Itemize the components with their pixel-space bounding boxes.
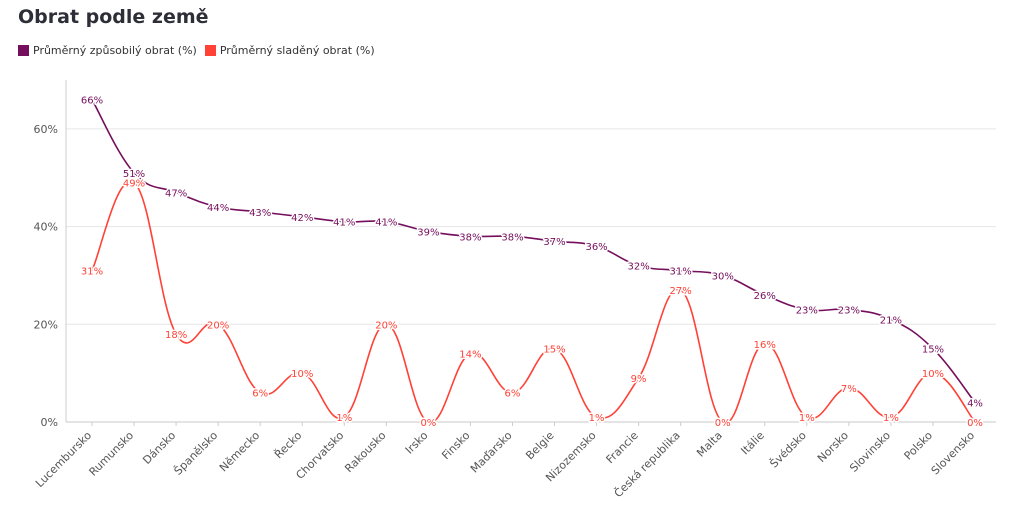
data-label: 15% [543, 345, 565, 356]
series-line-2 [91, 180, 976, 424]
data-label: 41% [333, 218, 355, 229]
x-tick-label: Slovinsko [847, 429, 893, 475]
y-tick-label: 40% [34, 221, 58, 234]
data-label: 47% [165, 188, 187, 199]
x-tick-label: Rumunsko [87, 429, 137, 479]
data-label: 0% [715, 418, 731, 429]
data-label: 39% [417, 227, 439, 238]
x-tick-label: Dánsko [140, 429, 178, 467]
data-label: 43% [249, 208, 271, 219]
data-label: 0% [420, 418, 436, 429]
legend-swatch-eligible [18, 45, 29, 56]
data-label: 4% [967, 398, 983, 409]
data-label: 23% [796, 306, 818, 317]
data-label: 1% [589, 413, 605, 424]
data-label: 37% [543, 237, 565, 248]
legend-label-eligible: Průměrný způsobilý obrat (%) [33, 44, 197, 57]
data-label: 38% [459, 232, 481, 243]
data-label: 1% [336, 413, 352, 424]
data-label: 6% [505, 389, 521, 400]
x-tick-label: Maďarsko [468, 429, 515, 476]
legend-item-eligible[interactable]: Průměrný způsobilý obrat (%) [18, 44, 197, 57]
data-label: 9% [631, 374, 647, 385]
data-label: 26% [754, 291, 776, 302]
x-tick-label: Norsko [815, 429, 851, 465]
data-label: 42% [291, 213, 313, 224]
x-tick-label: Řecko [272, 429, 304, 461]
gridlines [66, 128, 996, 423]
x-tick-label: Lucembursko [33, 429, 94, 490]
x-tick-label: Rakousko [342, 429, 388, 475]
x-tick-label: Belgie [523, 429, 557, 463]
data-label: 20% [375, 320, 397, 331]
data-label: 20% [207, 320, 229, 331]
x-tick-label: Itálie [738, 429, 767, 458]
data-label: 1% [799, 413, 815, 424]
data-label: 27% [670, 286, 692, 297]
y-tick-label: 60% [34, 123, 58, 136]
data-label: 10% [922, 369, 944, 380]
data-label: 49% [123, 179, 145, 190]
data-label: 15% [922, 345, 944, 356]
data-labels: 66% 51% 47% 44% 43% 42% 41% 41% 39% 38% 38% 37% 36% 3… [79, 94, 984, 430]
data-label: 7% [841, 384, 857, 395]
data-label: 16% [754, 340, 776, 351]
data-label: 30% [712, 271, 734, 282]
data-label: 32% [628, 262, 650, 273]
data-label: 14% [459, 350, 481, 361]
chart-title: Obrat podle země [18, 6, 209, 28]
series-line-1 [91, 99, 976, 403]
data-label: 31% [81, 267, 103, 278]
series-lines [91, 99, 976, 424]
data-label: 41% [375, 218, 397, 229]
legend-item-aligned[interactable]: Průměrný sladěný obrat (%) [204, 44, 375, 57]
legend: Průměrný způsobilý obrat (%) Průměrný sl… [18, 44, 375, 57]
legend-label-aligned: Průměrný sladěný obrat (%) [219, 44, 375, 57]
x-tick-label: Polsko [902, 429, 936, 463]
data-label: 36% [585, 242, 607, 253]
x-tick-label: Finsko [439, 429, 472, 462]
data-label: 44% [207, 203, 229, 214]
data-label: 66% [81, 96, 103, 107]
data-label: 51% [123, 169, 145, 180]
x-tick-label: Německo [217, 429, 263, 475]
y-axis: 0% 20% 40% 60% [34, 80, 67, 429]
legend-swatch-aligned [204, 45, 216, 56]
x-tick-label: Švédsko [767, 429, 809, 471]
data-label: 21% [880, 315, 902, 326]
data-label: 18% [165, 330, 187, 341]
x-tick-label: Malta [694, 429, 725, 460]
data-label: 10% [291, 369, 313, 380]
data-label: 0% [967, 418, 983, 429]
data-label: 38% [501, 232, 523, 243]
x-tick-label: Slovensko [929, 429, 978, 478]
x-tick-label: Irsko [403, 429, 431, 457]
y-tick-label: 20% [34, 318, 58, 331]
y-tick-label: 0% [41, 416, 58, 429]
x-tick-label: Francie [604, 429, 641, 466]
data-label: 31% [670, 267, 692, 278]
x-tick-label: Španělsko [172, 429, 221, 478]
data-label: 6% [252, 389, 268, 400]
data-label: 23% [838, 306, 860, 317]
data-label: 1% [883, 413, 899, 424]
